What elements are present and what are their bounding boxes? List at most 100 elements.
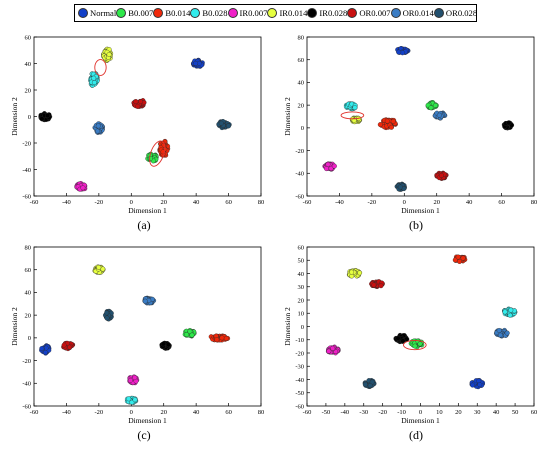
data-point — [455, 254, 461, 260]
y-axis-label: Dimension 2 — [10, 307, 19, 346]
data-point — [223, 335, 229, 341]
cluster-or0-014 — [494, 327, 510, 339]
data-point — [371, 282, 377, 288]
legend-item: B0.014 — [153, 8, 190, 18]
y-tick-label: 60 — [298, 57, 305, 64]
legend-marker — [116, 8, 127, 18]
legend-label: B0.028 — [202, 8, 228, 18]
cluster-ir0-007 — [127, 374, 140, 386]
y-tick-label: -40 — [295, 171, 304, 178]
y-tick-label: 40 — [298, 80, 305, 87]
x-axis-label: Dimension 1 — [128, 416, 167, 425]
legend-item: OR0.014 — [390, 8, 434, 18]
x-axis-label: Dimension 1 — [128, 206, 167, 215]
data-point — [330, 345, 336, 351]
x-tick-label: 20 — [160, 199, 167, 206]
x-tick-label: 80 — [531, 199, 538, 206]
cluster-ir0-014 — [101, 46, 114, 63]
data-point — [504, 330, 510, 336]
overlap-ellipse — [403, 339, 427, 351]
x-tick-label: -20 — [95, 409, 104, 416]
y-tick-label: -50 — [295, 390, 304, 397]
data-point — [428, 105, 434, 111]
legend-item: Normal — [78, 8, 116, 18]
data-point — [138, 99, 144, 105]
data-point — [470, 382, 476, 388]
data-point — [362, 381, 368, 387]
x-tick-label: 60 — [225, 409, 232, 416]
x-tick-label: 80 — [258, 199, 265, 206]
cluster-ir0-028 — [501, 120, 515, 131]
cluster-b0-014 — [452, 254, 468, 264]
x-tick-label: -50 — [322, 409, 331, 416]
y-tick-label: 0 — [301, 324, 304, 331]
data-point — [388, 124, 394, 130]
legend-item: IR0.028 — [307, 8, 347, 18]
data-point — [142, 298, 148, 304]
data-point — [377, 122, 383, 128]
cluster-normal — [395, 46, 411, 56]
x-tick-label: 20 — [433, 199, 440, 206]
data-point — [189, 332, 195, 338]
data-point — [497, 332, 503, 338]
legend-label: OR0.014 — [402, 8, 434, 18]
legend-item: B0.007 — [116, 8, 153, 18]
y-tick-label: 10 — [298, 311, 305, 318]
data-point — [39, 116, 45, 122]
data-point — [412, 343, 418, 349]
plot-frame — [33, 36, 262, 197]
data-point — [104, 315, 110, 321]
legend-item: OR0.028 — [433, 8, 477, 18]
data-point — [193, 60, 199, 66]
data-point — [326, 348, 332, 354]
y-tick-label: 40 — [25, 290, 32, 297]
legend-label: OR0.007 — [359, 8, 391, 18]
x-tick-label: 60 — [225, 199, 232, 206]
data-point — [397, 184, 403, 190]
cluster-b0-007 — [425, 100, 439, 111]
legend-label: IR0.007 — [239, 8, 268, 18]
x-tick-label: -60 — [303, 409, 312, 416]
x-tick-label: -20 — [95, 199, 104, 206]
data-point — [127, 377, 133, 383]
data-point — [126, 396, 132, 402]
x-tick-label: 40 — [193, 409, 200, 416]
chart-legend: Normal B0.007 B0.014 B0.028 IR0.007 IR0.014 IR… — [74, 4, 477, 22]
cluster-ir0-014 — [346, 268, 363, 279]
cluster-ir0-014 — [92, 264, 106, 275]
legend-item: OR0.007 — [347, 8, 391, 18]
x-tick-label: 40 — [193, 199, 200, 206]
panel-caption-c: (c) — [137, 428, 151, 442]
data-point — [331, 163, 337, 169]
y-tick-label: 20 — [298, 297, 305, 304]
data-point — [384, 118, 390, 124]
legend-marker — [153, 8, 164, 18]
x-tick-label: -20 — [378, 409, 387, 416]
cluster-b0-014 — [208, 333, 231, 343]
x-tick-label: -10 — [397, 409, 406, 416]
cluster-ir0-007 — [325, 344, 341, 356]
x-axis-label: Dimension 1 — [401, 206, 440, 215]
data-point — [436, 112, 442, 118]
data-point — [184, 332, 190, 337]
data-point — [400, 338, 406, 344]
x-tick-label: 10 — [436, 409, 443, 416]
legend-marker — [307, 8, 318, 18]
legend-label: Normal — [90, 8, 117, 18]
cluster-normal — [191, 57, 205, 69]
y-tick-label: -30 — [295, 364, 304, 371]
y-tick-label: 80 — [25, 244, 32, 251]
overlap-ellipse — [149, 140, 166, 167]
data-point — [165, 342, 171, 348]
data-point — [104, 310, 110, 316]
legend-label: B0.014 — [165, 8, 191, 18]
plot-frame — [306, 246, 535, 407]
y-tick-label: 0 — [28, 335, 31, 342]
legend-marker — [433, 8, 444, 18]
legend-label: IR0.028 — [319, 8, 348, 18]
data-point — [496, 328, 502, 333]
legend-item: IR0.007 — [227, 8, 268, 18]
y-tick-label: 60 — [25, 34, 32, 41]
cluster-or0-014 — [142, 295, 157, 306]
data-point — [132, 397, 138, 403]
